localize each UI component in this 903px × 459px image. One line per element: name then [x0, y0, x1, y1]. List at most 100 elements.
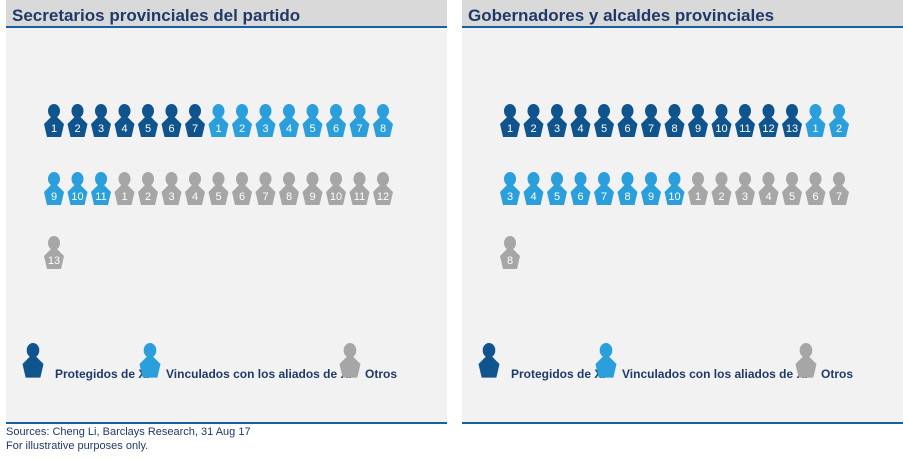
figure-number-label: 5	[601, 123, 607, 135]
legend-label-protegidos: Protegidos de Xi	[511, 367, 606, 381]
figure-number-label: 5	[789, 191, 795, 203]
person-icon-protegidos: 3	[91, 104, 111, 137]
legend-icon-vinculados	[595, 343, 617, 378]
person-icon-otros: 2	[138, 172, 158, 205]
person-icon-vinculados: 1	[805, 104, 826, 137]
person-icon-protegidos: 4	[114, 104, 135, 137]
person-icon-otros: 5	[782, 172, 802, 205]
person-icon-vinculados: 10	[67, 172, 88, 205]
pictogram-chart-governors-mayors: 1 2 3 4 5 6 7 8 9 10 11 12 13 1 23 4 5 6 7 8 9 10 1 2 3 4 5 6 78Prot…	[478, 104, 853, 381]
figure-number-label: 7	[356, 123, 362, 135]
person-icon-vinculados: 7	[349, 104, 370, 137]
person-icon-protegidos: 11	[735, 104, 755, 137]
figure-number-label: 4	[577, 123, 583, 135]
person-icon-otros: 1	[688, 172, 708, 205]
figure-number-label: 4	[530, 191, 536, 203]
figure-number-label: 13	[786, 123, 798, 135]
person-icon-otros: 7	[255, 172, 276, 205]
figure-number-label: 5	[145, 123, 151, 135]
person-icon-otros: 11	[349, 172, 370, 205]
figure-number-label: 1	[695, 191, 701, 203]
figure-number-label: 1	[215, 123, 221, 135]
figure-number-label: 7	[836, 191, 842, 203]
person-icon-protegidos: 12	[758, 104, 779, 137]
pictogram-chart-party-secretaries: 1 2 3 4 5 6 7 1 2 3 4 5 6 7 89 10 11 1 2 3 4 5 6 7 8 9 10 11 1213Pro…	[22, 104, 397, 381]
figure-number-label: 6	[239, 191, 245, 203]
person-icon-otros: 13	[44, 236, 64, 269]
person-icon-otros: 12	[373, 172, 393, 205]
figure-number-label: 4	[192, 191, 198, 203]
figure-number-label: 2	[74, 123, 80, 135]
person-icon-vinculados: 4	[279, 104, 299, 137]
figure-number-label: 8	[507, 255, 513, 267]
person-icon-otros: 8	[279, 172, 299, 205]
person-icon-protegidos: 7	[185, 104, 205, 137]
person-icon-protegidos: 10	[711, 104, 732, 137]
figure-number-label: 8	[286, 191, 292, 203]
panel-divider	[6, 422, 447, 424]
person-icon-vinculados: 5	[302, 104, 323, 137]
figure-number-label: 7	[192, 123, 198, 135]
person-icon-vinculados: 8	[373, 104, 393, 137]
person-icon-protegidos: 7	[641, 104, 661, 137]
legend-icon-otros	[339, 343, 361, 378]
legend-icon-protegidos	[22, 343, 44, 378]
person-icon-vinculados: 2	[232, 104, 252, 137]
figure-number-label: 8	[671, 123, 677, 135]
person-icon-vinculados: 1	[208, 104, 229, 137]
person-icon-otros: 3	[161, 172, 182, 205]
figure-number-label: 11	[95, 191, 106, 203]
person-icon-otros: 2	[711, 172, 732, 205]
figure-number-label: 6	[333, 123, 339, 135]
person-icon-otros: 9	[302, 172, 323, 205]
person-icon-vinculados: 3	[500, 172, 520, 205]
person-icon-otros: 6	[805, 172, 826, 205]
figure-number-label: 9	[51, 191, 57, 203]
person-icon-otros: 1	[114, 172, 135, 205]
person-icon-protegidos: 1	[44, 104, 64, 137]
person-icon-vinculados: 10	[664, 172, 685, 205]
legend-icon-vinculados	[139, 343, 161, 378]
person-icon-vinculados: 2	[829, 104, 849, 137]
figure-number-label: 5	[554, 191, 560, 203]
figure-number-label: 1	[812, 123, 818, 135]
legend-label-otros: Otros	[365, 367, 397, 381]
figure-number-label: 10	[330, 191, 342, 203]
figure-number-label: 12	[377, 191, 389, 203]
person-icon-protegidos: 2	[523, 104, 544, 137]
figure-number-label: 3	[554, 123, 560, 135]
figure-number-label: 6	[577, 191, 583, 203]
figure-number-label: 4	[121, 123, 127, 135]
figure-number-label: 2	[718, 191, 724, 203]
person-icon-protegidos: 8	[664, 104, 685, 137]
figure-number-label: 3	[262, 123, 268, 135]
person-icon-vinculados: 6	[326, 104, 346, 137]
person-icon-protegidos: 1	[500, 104, 520, 137]
panel-divider	[462, 422, 903, 424]
figure-number-label: 8	[624, 191, 630, 203]
figure-number-label: 11	[739, 123, 750, 135]
sources-note: Sources: Cheng Li, Barclays Research, 31…	[6, 426, 251, 438]
person-icon-protegidos: 5	[138, 104, 158, 137]
person-icon-protegidos: 13	[782, 104, 802, 137]
figure-number-label: 5	[215, 191, 221, 203]
person-icon-protegidos: 9	[688, 104, 708, 137]
person-icon-otros: 10	[326, 172, 346, 205]
person-icon-protegidos: 2	[67, 104, 88, 137]
figure-number-label: 9	[309, 191, 315, 203]
person-icon-protegidos: 6	[617, 104, 638, 137]
figure-number-label: 3	[168, 191, 174, 203]
figure-number-label: 5	[309, 123, 315, 135]
person-icon-otros: 5	[208, 172, 229, 205]
person-icon-vinculados: 4	[523, 172, 544, 205]
figure-number-label: 7	[262, 191, 268, 203]
figure-number-label: 1	[121, 191, 127, 203]
person-icon-protegidos: 4	[570, 104, 591, 137]
person-icon-otros: 6	[232, 172, 252, 205]
disclaimer-note: For illustrative purposes only.	[6, 440, 149, 452]
figure-number-label: 7	[648, 123, 654, 135]
legend-label-protegidos: Protegidos de Xi	[55, 367, 150, 381]
figure-number-label: 10	[668, 191, 680, 203]
figure-number-label: 3	[742, 191, 748, 203]
